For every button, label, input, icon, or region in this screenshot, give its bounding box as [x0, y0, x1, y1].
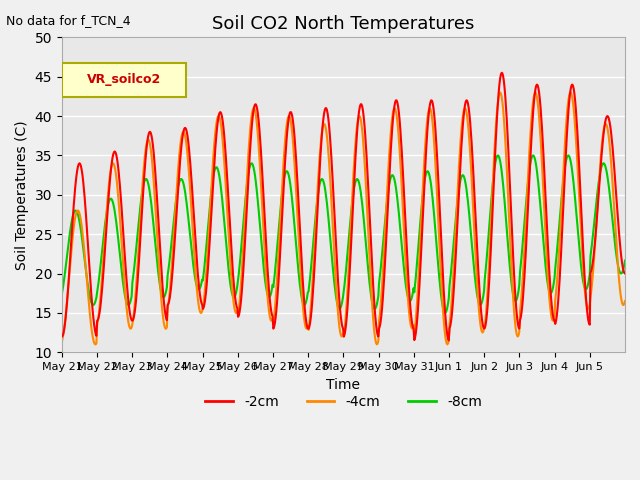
Y-axis label: Soil Temperatures (C): Soil Temperatures (C) [15, 120, 29, 270]
Title: Soil CO2 North Temperatures: Soil CO2 North Temperatures [212, 15, 475, 33]
Legend: -2cm, -4cm, -8cm: -2cm, -4cm, -8cm [200, 389, 487, 415]
Text: VR_soilco2: VR_soilco2 [86, 73, 161, 86]
X-axis label: Time: Time [326, 377, 360, 392]
Text: No data for f_TCN_4: No data for f_TCN_4 [6, 14, 131, 27]
FancyBboxPatch shape [62, 62, 186, 97]
